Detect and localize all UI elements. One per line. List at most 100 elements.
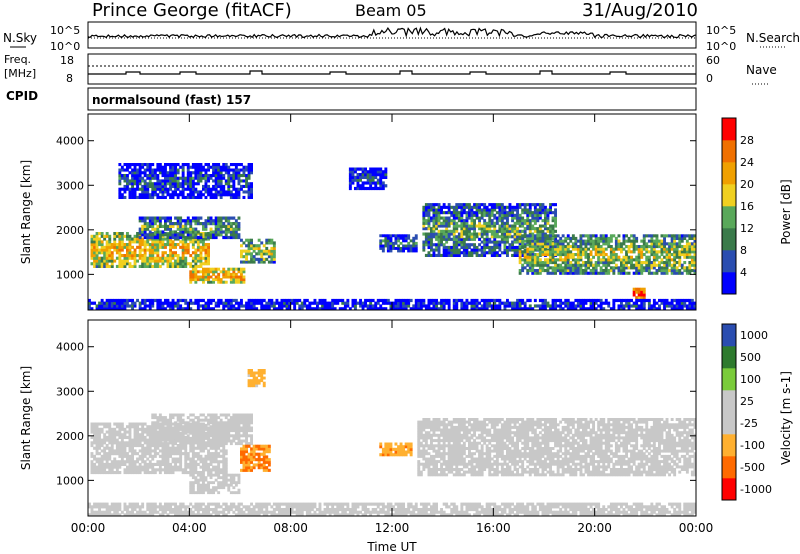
echo-cell	[176, 235, 180, 240]
echo-cell	[381, 184, 385, 188]
echo-cell	[174, 421, 177, 425]
echo-cell	[217, 460, 221, 464]
echo-cell	[559, 250, 563, 254]
echo-cell	[422, 298, 426, 303]
echo-cell	[214, 452, 218, 456]
echo-cell	[143, 227, 147, 231]
echo-cell	[100, 245, 104, 249]
echo-cell	[184, 449, 188, 453]
echo-cell	[174, 165, 177, 169]
echo-cell	[217, 219, 221, 223]
echo-cell	[359, 184, 362, 188]
echo-cell	[462, 221, 466, 225]
echo-cell	[566, 242, 570, 246]
echo-cell	[98, 444, 101, 448]
echo-cell	[359, 175, 362, 179]
echo-cell	[597, 258, 601, 262]
echo-cell	[242, 241, 246, 245]
echo-cell	[88, 304, 91, 308]
echo-cell	[336, 298, 340, 303]
echo-cell	[204, 171, 208, 175]
echo-cell	[245, 257, 248, 261]
echo-cell	[422, 219, 426, 223]
echo-cell	[90, 254, 94, 258]
echo-cell	[105, 248, 109, 252]
echo-cell	[604, 266, 608, 270]
echo-cell	[394, 236, 398, 240]
echo-cell	[196, 304, 200, 308]
echo-cell	[196, 165, 200, 169]
echo-cell	[128, 422, 132, 426]
echo-cell	[579, 255, 583, 259]
echo-cell	[270, 257, 274, 261]
echo-cell	[680, 271, 684, 275]
echo-cell	[240, 270, 243, 274]
echo-cell	[110, 254, 114, 258]
echo-cell	[93, 237, 96, 241]
echo-cell	[658, 307, 661, 311]
echo-cell	[620, 307, 623, 311]
echo-cell	[528, 224, 532, 228]
echo-cell	[272, 244, 276, 248]
echo-cell	[186, 243, 190, 247]
echo-cell	[191, 216, 195, 220]
echo-cell	[450, 213, 454, 217]
echo-cell	[541, 211, 545, 215]
echo-cell	[521, 236, 525, 240]
echo-cell	[561, 250, 565, 254]
echo-cell	[189, 301, 193, 305]
echo-cell	[222, 270, 226, 274]
echo-cell	[356, 184, 360, 188]
echo-cell	[637, 258, 641, 262]
echo-cell	[141, 307, 145, 311]
echo-cell	[158, 418, 162, 422]
echo-cell	[143, 174, 147, 178]
echo-cell	[374, 301, 378, 305]
echo-cell	[174, 254, 177, 258]
echo-cell	[685, 239, 689, 243]
echo-cell	[452, 240, 456, 244]
echo-cell	[528, 232, 532, 236]
echo-cell	[93, 457, 96, 461]
echo-cell	[103, 462, 107, 466]
echo-cell	[386, 234, 390, 238]
echo-cell	[594, 307, 598, 311]
echo-cell	[222, 216, 226, 220]
echo-cell	[435, 237, 438, 241]
echo-cell	[131, 298, 134, 303]
echo-cell	[475, 208, 479, 212]
echo-cell	[204, 278, 208, 282]
echo-cell	[219, 438, 223, 442]
echo-cell	[364, 173, 367, 177]
echo-cell	[392, 247, 395, 250]
echo-cell	[321, 301, 324, 305]
echo-cell	[270, 304, 274, 308]
echo-cell	[399, 247, 403, 250]
echo-cell	[485, 240, 489, 244]
echo-cell	[495, 229, 499, 233]
echo-cell	[551, 258, 555, 262]
echo-cell	[166, 423, 170, 427]
echo-cell	[171, 301, 175, 305]
echo-cell	[551, 203, 555, 207]
echo-cell	[184, 163, 188, 167]
echo-cell	[153, 434, 157, 438]
echo-cell	[432, 224, 436, 228]
echo-cell	[98, 452, 101, 456]
echo-cell	[440, 298, 443, 303]
echo-cell	[186, 304, 190, 308]
echo-cell	[538, 258, 542, 262]
echo-cell	[204, 256, 208, 260]
echo-cell	[422, 301, 426, 305]
echo-cell	[224, 216, 228, 220]
echo-cell	[166, 436, 170, 440]
echo-cell	[98, 232, 101, 236]
echo-cell	[579, 298, 583, 303]
echo-cell	[194, 446, 198, 450]
echo-cell	[247, 301, 251, 305]
echo-cell	[447, 248, 451, 252]
echo-cell	[559, 245, 563, 249]
echo-cell	[214, 219, 218, 223]
echo-cell	[156, 441, 160, 445]
echo-cell	[331, 298, 335, 303]
